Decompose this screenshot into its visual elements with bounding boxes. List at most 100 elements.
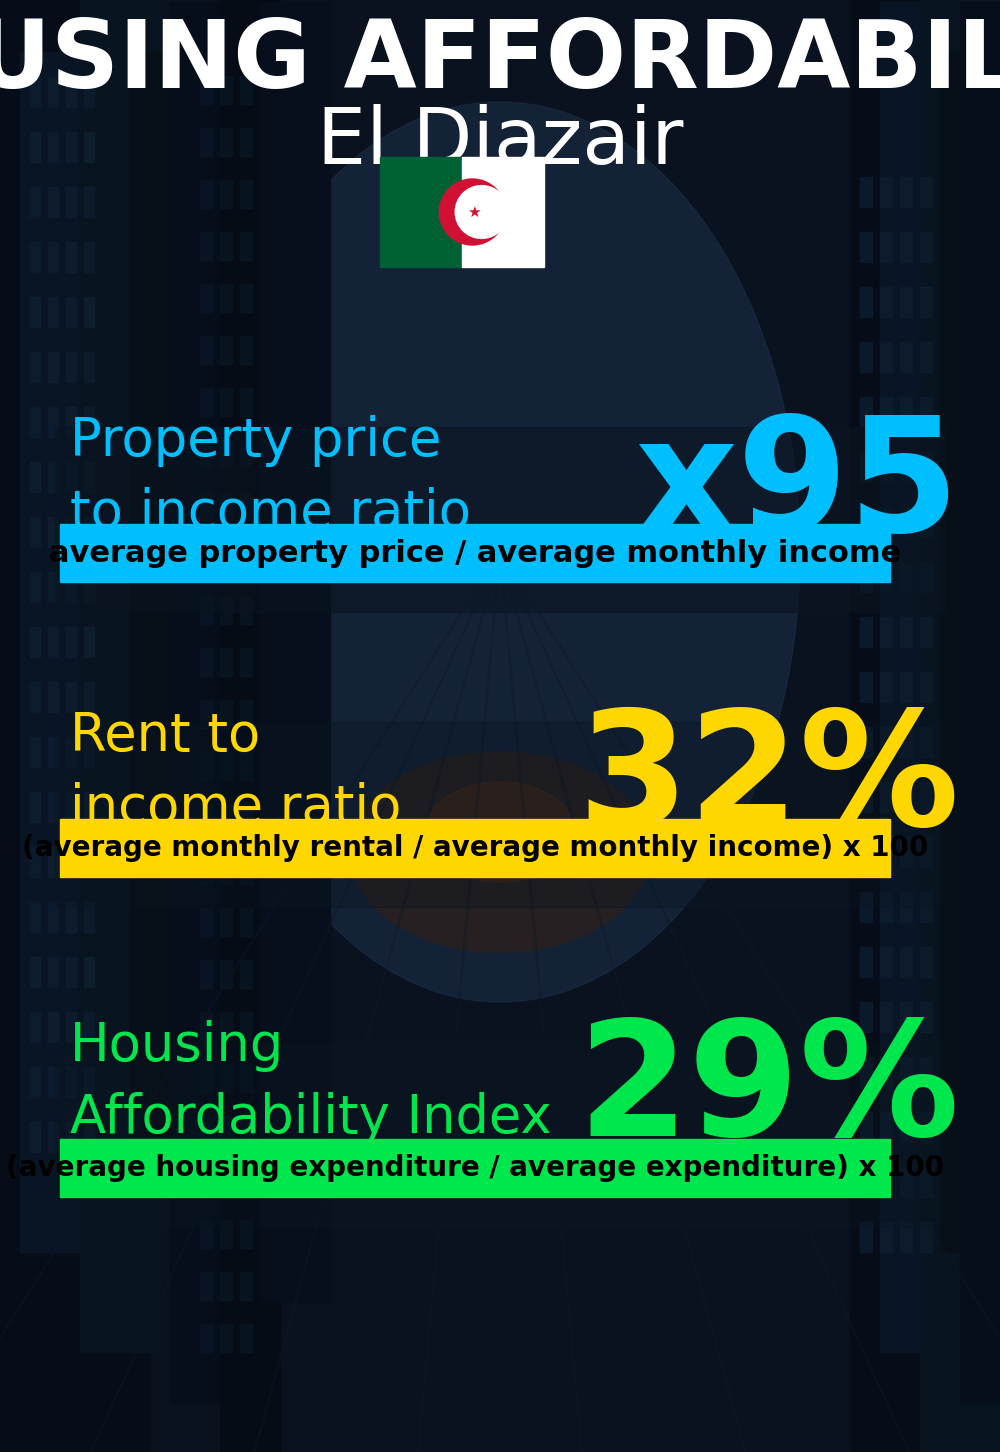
Bar xyxy=(20,52,120,1252)
Bar xyxy=(30,847,40,877)
Bar xyxy=(462,157,544,267)
Bar xyxy=(920,287,932,317)
Bar xyxy=(860,1002,872,1032)
Text: El Djazair: El Djazair xyxy=(317,105,683,180)
Ellipse shape xyxy=(350,752,650,953)
Bar xyxy=(900,1002,912,1032)
Bar xyxy=(880,287,892,317)
Bar xyxy=(200,595,212,624)
Bar xyxy=(200,76,212,105)
Bar xyxy=(66,1122,76,1151)
Bar xyxy=(0,0,150,1452)
Bar xyxy=(860,1112,872,1143)
Bar xyxy=(220,908,232,937)
Bar xyxy=(84,298,94,327)
Bar xyxy=(880,1,980,1352)
Bar xyxy=(200,180,212,208)
Bar xyxy=(66,957,76,987)
Bar xyxy=(66,1067,76,1098)
Bar xyxy=(48,1122,58,1151)
Bar xyxy=(220,804,232,832)
Ellipse shape xyxy=(200,102,800,1002)
Bar xyxy=(860,1057,872,1088)
Bar xyxy=(920,947,932,977)
Bar xyxy=(200,1220,212,1249)
Bar xyxy=(900,727,912,756)
Bar xyxy=(30,957,40,987)
Text: Rent to
income ratio: Rent to income ratio xyxy=(70,710,401,835)
Bar xyxy=(48,351,58,382)
Bar xyxy=(48,517,58,547)
Text: Property price
to income ratio: Property price to income ratio xyxy=(70,415,471,539)
Bar xyxy=(66,572,76,603)
Bar xyxy=(240,1220,252,1249)
Bar xyxy=(66,517,76,547)
Bar xyxy=(220,440,232,468)
Bar xyxy=(920,396,932,427)
Bar xyxy=(240,388,252,417)
Bar xyxy=(48,1012,58,1043)
Bar xyxy=(880,452,892,482)
Bar xyxy=(860,232,872,261)
Bar xyxy=(66,187,76,216)
Bar xyxy=(900,343,912,372)
Bar xyxy=(48,847,58,877)
Bar xyxy=(48,902,58,932)
Bar xyxy=(66,738,76,767)
Bar xyxy=(84,847,94,877)
Bar xyxy=(860,617,872,648)
Bar xyxy=(66,847,76,877)
Bar xyxy=(66,298,76,327)
Bar xyxy=(66,351,76,382)
Bar xyxy=(220,752,232,780)
Bar xyxy=(240,492,252,520)
Text: average property price / average monthly income: average property price / average monthly… xyxy=(49,539,901,568)
Bar xyxy=(66,791,76,822)
Bar xyxy=(920,783,932,812)
Bar xyxy=(48,77,58,107)
Bar xyxy=(48,627,58,656)
Bar xyxy=(48,791,58,822)
Bar xyxy=(860,892,872,922)
Bar xyxy=(880,1112,892,1143)
Bar xyxy=(880,232,892,261)
Bar xyxy=(920,0,1000,1452)
Circle shape xyxy=(455,186,508,238)
Bar xyxy=(920,1112,932,1143)
Bar xyxy=(170,1,260,1403)
Bar xyxy=(900,232,912,261)
Bar xyxy=(200,960,212,987)
Bar xyxy=(880,177,892,208)
Bar xyxy=(220,492,232,520)
Bar xyxy=(860,562,872,592)
Bar xyxy=(920,177,932,208)
Bar xyxy=(200,1117,212,1144)
Bar xyxy=(220,335,232,364)
Bar xyxy=(240,700,252,727)
Bar xyxy=(900,1057,912,1088)
Bar xyxy=(220,960,232,987)
Bar xyxy=(200,752,212,780)
Bar xyxy=(220,857,232,884)
Bar xyxy=(380,157,462,267)
Bar xyxy=(84,462,94,492)
Text: 32%: 32% xyxy=(578,704,960,860)
Bar xyxy=(900,1223,912,1252)
Bar xyxy=(84,738,94,767)
Bar xyxy=(860,287,872,317)
Bar xyxy=(48,187,58,216)
Bar xyxy=(240,1272,252,1300)
Bar xyxy=(220,1117,232,1144)
Bar xyxy=(880,396,892,427)
Bar xyxy=(48,682,58,711)
Bar xyxy=(84,902,94,932)
Bar xyxy=(200,232,212,260)
Bar xyxy=(880,783,892,812)
Bar xyxy=(880,1002,892,1032)
Bar xyxy=(220,1272,232,1300)
Bar xyxy=(84,351,94,382)
Bar xyxy=(860,1223,872,1252)
Bar xyxy=(220,285,232,312)
Bar xyxy=(220,1167,232,1196)
Bar xyxy=(860,672,872,701)
